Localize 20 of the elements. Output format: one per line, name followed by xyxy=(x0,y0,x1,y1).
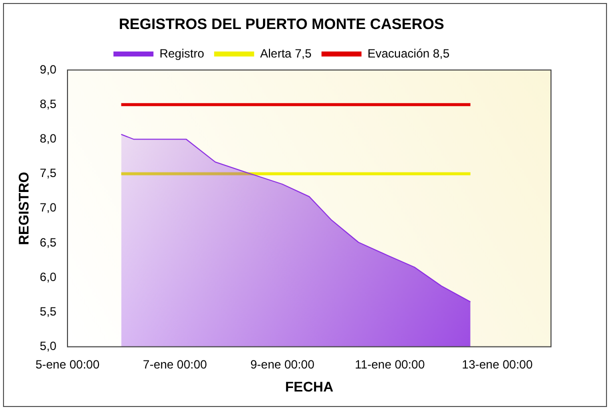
x-axis-title: FECHA xyxy=(285,378,334,394)
y-axis-title: REGISTRO xyxy=(15,172,32,245)
x-tick-label: 11-ene 00:00 xyxy=(354,357,426,372)
y-tick-label: 5,0 xyxy=(40,339,57,354)
x-tick-label: 13-ene 00:00 xyxy=(462,357,533,372)
x-tick-label: 7-ene 00:00 xyxy=(142,357,208,372)
y-tick-label: 7,5 xyxy=(40,166,57,180)
y-tick-label: 6,5 xyxy=(40,235,57,250)
chart-title: REGISTROS DEL PUERTO MONTE CASEROS xyxy=(118,16,444,34)
y-tick-label: 5,5 xyxy=(40,304,57,319)
y-tick-label: 6,0 xyxy=(40,270,57,284)
x-tick-label: 9-ene 00:00 xyxy=(250,357,315,372)
x-tick-label: 5-ene 00:00 xyxy=(35,357,100,372)
legend-label: Evacuación 8,5 xyxy=(367,46,450,60)
y-tick-label: 8,0 xyxy=(40,132,57,146)
y-tick-label: 7,0 xyxy=(40,200,57,215)
y-tick-label: 8,5 xyxy=(40,96,57,111)
legend-label: Registro xyxy=(159,46,204,60)
y-tick-label: 9,0 xyxy=(40,62,57,76)
legend-label: Alerta 7,5 xyxy=(260,46,312,60)
